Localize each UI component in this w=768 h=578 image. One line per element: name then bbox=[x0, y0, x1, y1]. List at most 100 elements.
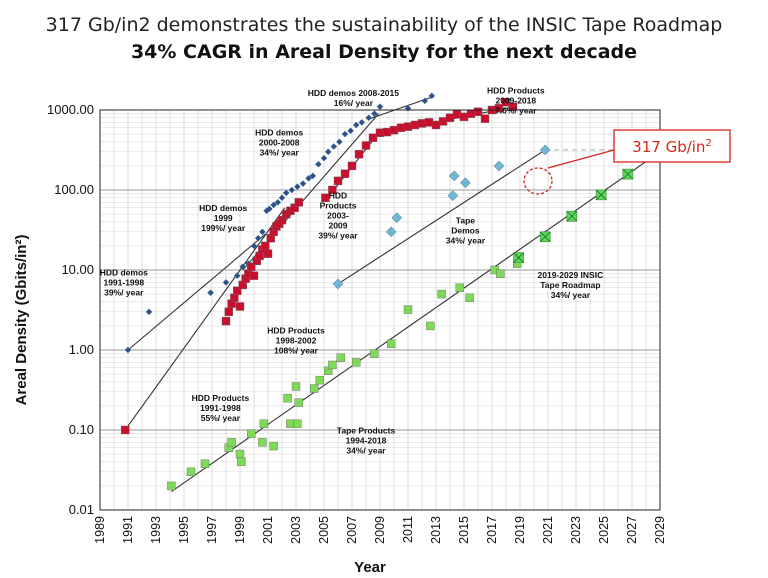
x-tick-label: 2019 bbox=[513, 516, 527, 544]
data-point-square bbox=[466, 109, 476, 118]
data-point-diamond bbox=[447, 190, 459, 202]
x-tick-label: 2001 bbox=[261, 516, 275, 544]
trend-line bbox=[337, 149, 546, 285]
data-point-diamond bbox=[330, 143, 338, 150]
x-tick-label: 1993 bbox=[149, 516, 163, 544]
data-point-diamond bbox=[250, 242, 258, 250]
x-tick-label: 1991 bbox=[121, 516, 135, 544]
data-point-square bbox=[354, 150, 364, 159]
annotation-line: 2019-2029 INSIC bbox=[538, 270, 604, 280]
data-point-square bbox=[389, 125, 399, 135]
data-point-diamond bbox=[305, 174, 312, 182]
data-point-square bbox=[431, 120, 441, 130]
data-point-diamond bbox=[332, 278, 344, 290]
data-point-diamond bbox=[493, 160, 505, 172]
data-point-square bbox=[480, 114, 490, 123]
annotation-label: HDD Products 2009-2018 7.6%/ year bbox=[487, 86, 545, 116]
data-point-square bbox=[263, 249, 273, 258]
data-point-square bbox=[347, 161, 357, 171]
data-point-diamond bbox=[324, 148, 332, 156]
data-point-square bbox=[403, 305, 413, 314]
annotation-line: 7.6%/ year bbox=[495, 106, 537, 116]
annotation-line: 2009-2018 bbox=[495, 96, 536, 106]
callout-text: 317 Gb/in bbox=[632, 138, 705, 156]
data-point-diamond bbox=[347, 127, 354, 135]
data-point-square bbox=[336, 353, 345, 362]
x-tick-label: 2029 bbox=[653, 516, 667, 544]
annotation-line: 1999 bbox=[214, 213, 233, 223]
annotation-line: Tape Products bbox=[337, 426, 396, 436]
annotation-line: 55%/ year bbox=[201, 413, 241, 423]
data-point-square bbox=[437, 289, 446, 299]
data-point-diamond bbox=[207, 289, 214, 297]
annotation-line: 2000-2008 bbox=[259, 138, 300, 148]
annotation-line: 199%/ year bbox=[201, 223, 246, 233]
data-point-square bbox=[269, 441, 278, 451]
data-point-diamond bbox=[460, 177, 471, 189]
data-point-square bbox=[246, 429, 256, 438]
data-point-diamond bbox=[428, 92, 436, 100]
annotation-line: 1991-1998 bbox=[200, 403, 241, 413]
data-point-square bbox=[424, 118, 434, 127]
data-point-square bbox=[352, 358, 361, 367]
data-point-diamond bbox=[145, 308, 153, 316]
annotation-line: HDD demos bbox=[199, 203, 247, 213]
annotation-label: HDD demos 1999 199%/ year bbox=[199, 203, 247, 233]
data-point-square bbox=[283, 393, 292, 403]
trend-line bbox=[127, 233, 266, 351]
annotation-line: 34%/ year bbox=[551, 290, 591, 300]
data-point-square bbox=[310, 384, 319, 393]
data-point-square bbox=[167, 481, 176, 491]
data-point-square bbox=[333, 176, 343, 186]
annotation-line: 34%/ year bbox=[446, 236, 486, 246]
data-point-square bbox=[501, 98, 511, 107]
data-point-square bbox=[465, 293, 474, 302]
x-tick-label: 2011 bbox=[401, 516, 415, 543]
data-point-diamond bbox=[222, 279, 230, 286]
data-point-diamond bbox=[385, 226, 397, 238]
data-point-square bbox=[340, 169, 350, 178]
annotation-label: HDD Products 2003-2009 39%/ year bbox=[318, 191, 358, 241]
data-point-boxcross-line bbox=[539, 231, 551, 243]
data-point-square bbox=[321, 193, 330, 202]
x-tick-label: 2021 bbox=[541, 516, 555, 544]
data-point-diamond bbox=[233, 272, 241, 280]
slide-subtitle: 34% CAGR in Areal Density for the next d… bbox=[130, 41, 638, 63]
data-point-square bbox=[291, 382, 301, 391]
data-point-diamond bbox=[259, 228, 266, 236]
callout-label: 317 Gb/in2 bbox=[632, 138, 712, 156]
data-point-square bbox=[237, 457, 246, 467]
data-point-diamond bbox=[539, 144, 551, 156]
data-point-square bbox=[258, 438, 267, 447]
data-point-square bbox=[452, 110, 462, 119]
callout-superscript: 2 bbox=[705, 138, 711, 149]
data-point-diamond bbox=[341, 130, 349, 138]
data-point-square bbox=[417, 119, 427, 128]
data-point-square bbox=[224, 307, 234, 317]
data-point-diamond bbox=[239, 263, 247, 271]
x-tick-label: 1999 bbox=[233, 516, 247, 544]
data-point-square bbox=[259, 419, 268, 428]
annotation-line: 1994-2018 bbox=[346, 436, 387, 446]
data-point-square bbox=[249, 271, 259, 280]
data-point-square bbox=[403, 122, 413, 131]
data-point-square bbox=[473, 107, 483, 116]
data-point-square bbox=[494, 104, 504, 113]
data-point-square bbox=[232, 286, 242, 295]
data-point-diamond bbox=[315, 160, 322, 168]
data-point-diamond bbox=[358, 119, 366, 126]
x-tick-label: 1997 bbox=[205, 516, 219, 544]
data-point-square bbox=[286, 419, 295, 428]
annotation-line: Tape bbox=[456, 216, 475, 226]
data-point-square bbox=[294, 398, 303, 407]
callout-317: 317 Gb/in2 bbox=[523, 129, 731, 195]
data-point-diamond bbox=[124, 346, 132, 354]
annotation-label: Tape Products 1994-2018 34%/ year bbox=[337, 426, 396, 456]
data-point-square bbox=[496, 269, 505, 278]
data-point-boxcross-line bbox=[622, 168, 634, 180]
data-point-square bbox=[382, 127, 392, 137]
y-axis-title: Areal Density (Gbits/in²) bbox=[13, 235, 30, 406]
y-tick-label: 10.00 bbox=[61, 262, 94, 277]
annotation-line: 1998-2002 bbox=[276, 336, 317, 346]
